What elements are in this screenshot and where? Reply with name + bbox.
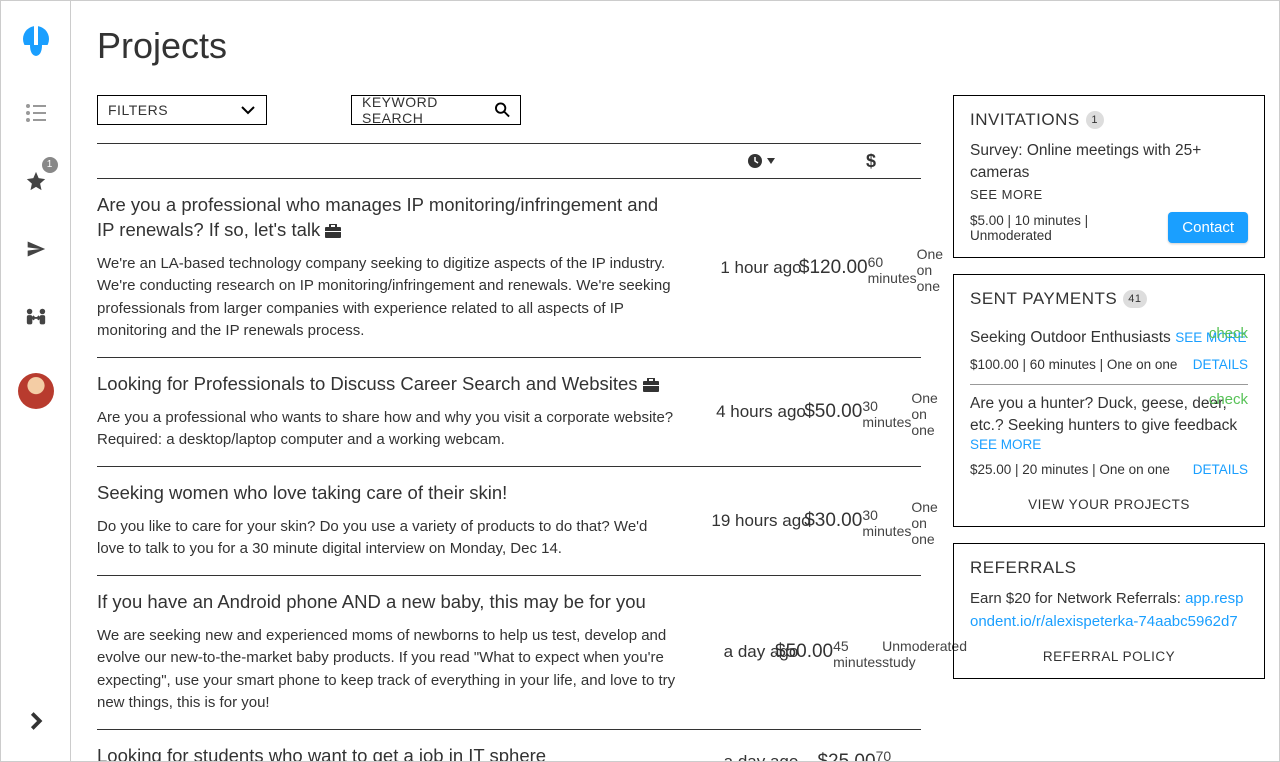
page-title: Projects	[97, 25, 1265, 67]
payment-details[interactable]: DETAILS	[1193, 357, 1248, 372]
referral-text: Earn $20 for Network Referrals:	[970, 590, 1181, 607]
project-desc: We're an LA-based technology company see…	[97, 253, 677, 343]
referrals-panel: REFERRALS Earn $20 for Network Referrals…	[953, 543, 1265, 679]
sidebar-item-send[interactable]	[16, 229, 56, 269]
project-row[interactable]: Looking for students who want to get a j…	[97, 730, 921, 761]
sort-pay[interactable]: $	[821, 151, 921, 172]
sidebar-item-star[interactable]: 1	[16, 161, 56, 201]
check-label: check	[1209, 391, 1248, 408]
project-duration: 60 minutes	[868, 254, 917, 286]
check-label: check	[1209, 325, 1248, 342]
payments-heading: SENT PAYMENTS	[970, 289, 1117, 309]
referrals-heading: REFERRALS	[970, 558, 1077, 578]
project-title: Are you a professional who manages IP mo…	[97, 193, 677, 243]
project-title: Seeking women who love taking care of th…	[97, 481, 677, 506]
project-row[interactable]: Are you a professional who manages IP mo…	[97, 179, 921, 358]
invitation-meta: $5.00 | 10 minutes | Unmoderated	[970, 213, 1168, 243]
sidebar: 1	[1, 1, 71, 761]
project-duration: 45 minutes	[833, 638, 882, 670]
payments-panel: SENT PAYMENTS 41 check Seeking Outdoor En…	[953, 274, 1265, 527]
search-label: KEYWORD SEARCH	[362, 94, 495, 126]
project-row[interactable]: Seeking women who love taking care of th…	[97, 467, 921, 576]
payment-meta: $25.00 | 20 minutes | One on one	[970, 462, 1170, 477]
payments-count: 41	[1123, 290, 1146, 308]
sidebar-item-list[interactable]	[16, 93, 56, 133]
payment-title: Are you a hunter? Duck, geese, deer, etc…	[970, 395, 1237, 434]
project-desc: Do you like to care for your skin? Do yo…	[97, 516, 677, 561]
project-pay: $50.00	[804, 401, 862, 423]
payment-see-more[interactable]: SEE MORE	[970, 437, 1041, 452]
main: Projects FILTERS KEYWORD SEARCH	[71, 1, 1279, 761]
project-time: a day ago	[724, 752, 799, 761]
side-panels: INVITATIONS 1 Survey: Online meetings wi…	[953, 95, 1265, 761]
project-time: 4 hours ago	[716, 402, 806, 422]
project-title: If you have an Android phone AND a new b…	[97, 590, 677, 615]
project-desc: We are seeking new and experienced moms …	[97, 625, 677, 715]
project-pay: $120.00	[799, 257, 868, 279]
star-badge: 1	[42, 157, 58, 173]
chevron-down-icon	[240, 104, 256, 116]
sidebar-expand[interactable]	[16, 701, 56, 741]
project-desc: Are you a professional who wants to shar…	[97, 407, 677, 452]
keyword-search[interactable]: KEYWORD SEARCH	[351, 95, 521, 125]
view-projects-link[interactable]: VIEW YOUR PROJECTS	[970, 497, 1248, 512]
project-title: Looking for students who want to get a j…	[97, 744, 677, 761]
project-time: 1 hour ago	[720, 258, 801, 278]
project-list: Are you a professional who manages IP mo…	[97, 179, 921, 761]
payment-item: checkSeeking Outdoor Enthusiasts SEE MOR…	[970, 319, 1248, 385]
payment-details[interactable]: DETAILS	[1193, 462, 1248, 477]
project-title: Looking for Professionals to Discuss Car…	[97, 372, 677, 397]
avatar[interactable]	[18, 373, 54, 409]
project-type: One on one	[911, 499, 937, 547]
payment-item: checkAre you a hunter? Duck, geese, deer…	[970, 385, 1248, 489]
project-duration: 70 minutes	[876, 748, 925, 761]
project-pay: $30.00	[804, 510, 862, 532]
dollar-icon: $	[866, 151, 876, 172]
sort-time[interactable]	[701, 153, 821, 169]
invitations-count: 1	[1086, 111, 1104, 129]
invitations-heading: INVITATIONS	[970, 110, 1080, 130]
project-time: 19 hours ago	[711, 511, 810, 531]
sidebar-item-people[interactable]	[16, 297, 56, 337]
contact-button[interactable]: Contact	[1168, 212, 1248, 243]
payment-title: Seeking Outdoor Enthusiasts	[970, 329, 1171, 346]
project-pay: $50.00	[775, 641, 833, 663]
filters-label: FILTERS	[108, 102, 168, 118]
project-row[interactable]: Looking for Professionals to Discuss Car…	[97, 358, 921, 467]
project-row[interactable]: If you have an Android phone AND a new b…	[97, 576, 921, 730]
caret-down-icon	[767, 158, 775, 164]
project-duration: 30 minutes	[862, 398, 911, 430]
search-icon	[495, 102, 510, 118]
filters-dropdown[interactable]: FILTERS	[97, 95, 267, 125]
project-duration: 30 minutes	[862, 507, 911, 539]
invitation-see-more[interactable]: SEE MORE	[970, 187, 1248, 202]
project-type: One on one	[911, 390, 937, 438]
invitations-panel: INVITATIONS 1 Survey: Online meetings wi…	[953, 95, 1265, 258]
payment-meta: $100.00 | 60 minutes | One on one	[970, 357, 1177, 372]
project-pay: $25.00	[817, 751, 875, 761]
clock-icon	[747, 153, 763, 169]
projects-column: FILTERS KEYWORD SEARCH $ Are you a pr	[97, 95, 921, 761]
project-type: One on one	[917, 246, 943, 294]
logo[interactable]	[20, 25, 52, 57]
invitation-title: Survey: Online meetings with 25+ cameras	[970, 140, 1248, 183]
list-header: $	[97, 143, 921, 179]
referral-policy-link[interactable]: REFERRAL POLICY	[970, 649, 1248, 664]
